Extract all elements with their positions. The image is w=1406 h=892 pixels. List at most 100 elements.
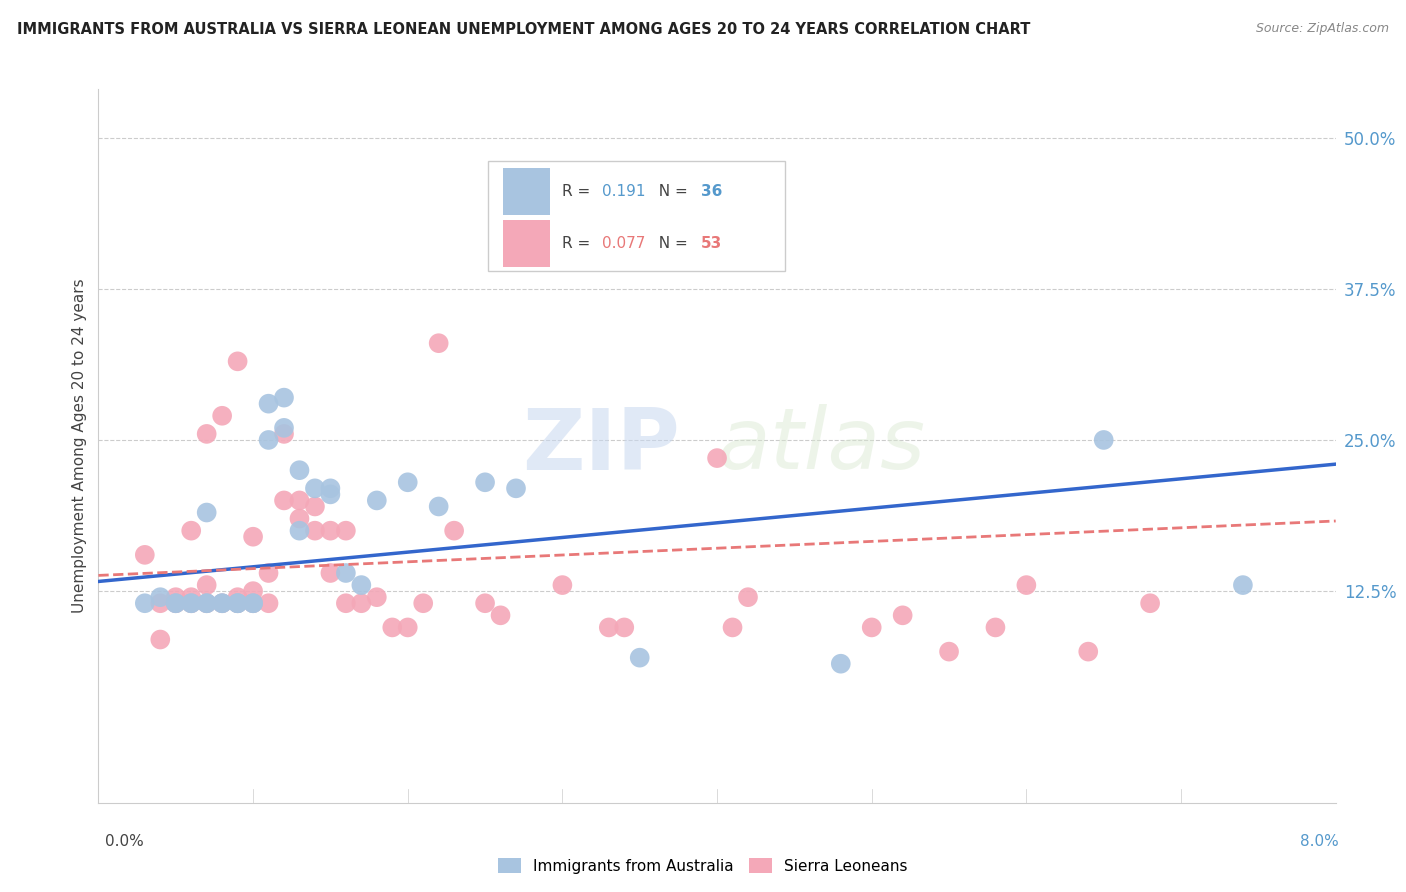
Point (335, 524, 357, 538)
Point (396, 620, 419, 634)
Point (226, 596, 249, 610)
Point (366, 493, 388, 508)
Text: Source: ZipAtlas.com: Source: ZipAtlas.com (1256, 22, 1389, 36)
Point (427, 336, 450, 351)
Point (427, 500, 450, 514)
Point (381, 620, 404, 634)
Point (319, 481, 342, 495)
Point (180, 596, 202, 610)
Point (257, 433, 280, 447)
Point (180, 524, 202, 538)
Point (891, 608, 914, 623)
Point (412, 596, 434, 610)
Point (443, 524, 465, 538)
Point (350, 578, 373, 592)
Text: R =: R = (562, 184, 596, 199)
Point (1232, 578, 1254, 592)
Point (938, 645, 960, 659)
Point (706, 451, 728, 466)
Point (195, 506, 218, 520)
Point (288, 524, 311, 538)
Text: 0.191: 0.191 (602, 184, 645, 199)
Point (149, 596, 172, 610)
Point (242, 584, 264, 599)
Point (226, 590, 249, 604)
Text: 0.0%: 0.0% (105, 834, 145, 849)
Point (242, 596, 264, 610)
Point (226, 596, 249, 610)
Bar (503, 169, 550, 215)
Point (257, 397, 280, 411)
Point (257, 596, 280, 610)
Point (721, 620, 744, 634)
Point (628, 650, 651, 665)
Point (288, 493, 311, 508)
Point (242, 596, 264, 610)
Point (273, 426, 295, 441)
Point (366, 590, 388, 604)
Point (860, 620, 883, 634)
Point (211, 596, 233, 610)
Point (551, 578, 574, 592)
Point (830, 657, 852, 671)
Text: 0.077: 0.077 (602, 236, 645, 251)
Point (195, 578, 218, 592)
Point (273, 391, 295, 405)
Point (319, 566, 342, 580)
Text: N =: N = (650, 236, 693, 251)
Point (195, 596, 218, 610)
Point (134, 548, 156, 562)
Point (1015, 578, 1038, 592)
Text: 36: 36 (702, 184, 723, 199)
Point (211, 596, 233, 610)
Point (242, 530, 264, 544)
Text: N =: N = (650, 184, 693, 199)
Text: atlas: atlas (717, 404, 925, 488)
Point (304, 524, 326, 538)
Point (474, 475, 496, 490)
Point (984, 620, 1007, 634)
Text: ZIP: ZIP (522, 404, 681, 488)
Point (165, 596, 187, 610)
Point (195, 596, 218, 610)
Text: 53: 53 (702, 236, 723, 251)
Point (165, 596, 187, 610)
Point (489, 608, 512, 623)
Point (1139, 596, 1161, 610)
Text: 8.0%: 8.0% (1299, 834, 1339, 849)
Legend: Immigrants from Australia, Sierra Leoneans: Immigrants from Australia, Sierra Leonea… (492, 852, 914, 880)
Point (505, 481, 527, 495)
Point (149, 632, 172, 647)
Text: R =: R = (562, 236, 596, 251)
Point (226, 354, 249, 368)
Point (195, 596, 218, 610)
Point (304, 500, 326, 514)
Point (165, 596, 187, 610)
Text: IMMIGRANTS FROM AUSTRALIA VS SIERRA LEONEAN UNEMPLOYMENT AMONG AGES 20 TO 24 YEA: IMMIGRANTS FROM AUSTRALIA VS SIERRA LEON… (17, 22, 1031, 37)
Point (134, 596, 156, 610)
Point (273, 421, 295, 435)
Bar (488, 161, 785, 271)
Point (319, 524, 342, 538)
Point (165, 590, 187, 604)
Point (273, 493, 295, 508)
Point (1092, 433, 1115, 447)
Bar (503, 220, 550, 267)
Point (737, 590, 759, 604)
Point (396, 475, 419, 490)
Point (335, 596, 357, 610)
Point (257, 566, 280, 580)
Point (319, 487, 342, 501)
Point (598, 620, 620, 634)
Point (149, 590, 172, 604)
Point (242, 596, 264, 610)
Point (195, 426, 218, 441)
Point (211, 596, 233, 610)
Point (613, 620, 636, 634)
Point (211, 409, 233, 423)
Point (350, 596, 373, 610)
Point (304, 481, 326, 495)
Point (474, 596, 496, 610)
Point (180, 590, 202, 604)
Point (180, 596, 202, 610)
